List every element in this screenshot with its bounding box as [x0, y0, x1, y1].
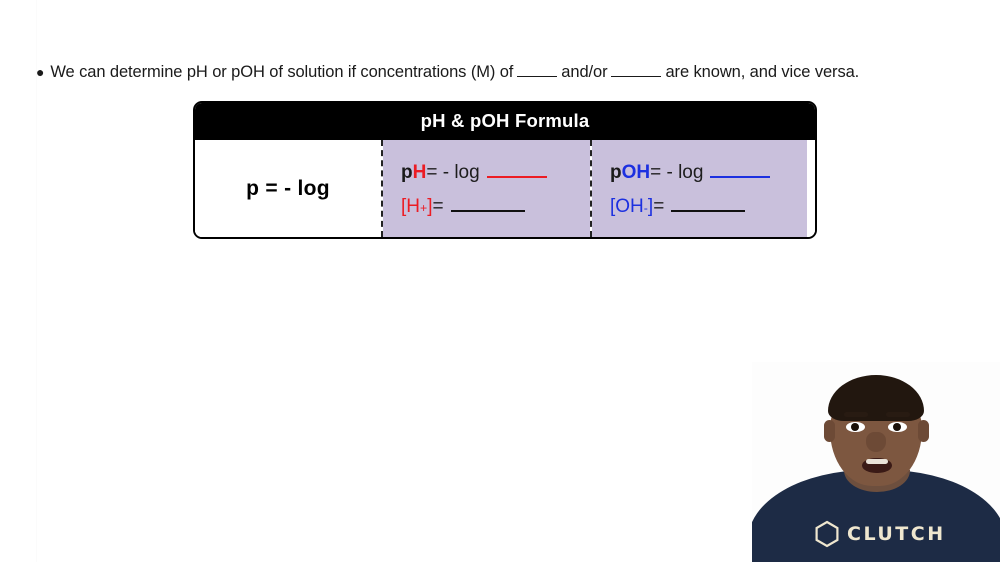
bullet-text-line: ● We can determine pH or pOH of solution… [36, 62, 966, 82]
hexagon-icon [815, 520, 839, 548]
general-formula-text: p = - log [246, 176, 330, 200]
poh-operator: = - log [650, 162, 704, 183]
instructor-video-overlay[interactable]: CLUTCH [752, 362, 1000, 562]
h-bracket-close: ] [427, 196, 433, 218]
ph-operator: = - log [426, 162, 480, 183]
h-blank [450, 195, 525, 213]
clutch-logo: CLUTCH [814, 520, 946, 548]
oh-concentration-row: [OH -] = [610, 195, 807, 216]
instructor-eyebrow-left [844, 412, 868, 417]
slide-edge-line [36, 0, 37, 562]
column-divider-right [590, 140, 592, 237]
instructor-ear-left [824, 420, 835, 442]
bullet-marker-icon: ● [36, 63, 45, 80]
ph-species: H [412, 162, 427, 183]
bullet-text-part-1: We can determine pH or pOH of solution i… [50, 62, 514, 81]
poh-blank [710, 161, 771, 178]
oh-blank [671, 195, 746, 213]
instructor-nose [866, 432, 886, 452]
column-divider-left [381, 140, 383, 237]
poh-prefix: p [610, 162, 622, 183]
bullet-blank-1 [517, 62, 558, 77]
h-concentration-row: [H +] = [401, 195, 590, 216]
bullet-text-part-2: and/or [561, 62, 608, 81]
instructor-ear-right [918, 420, 929, 442]
h-bracket-open: [H [401, 196, 420, 218]
instructor-eye-left [846, 422, 865, 432]
ph-blank [486, 161, 547, 178]
bullet-blank-2 [611, 62, 662, 77]
poh-species: OH [621, 162, 651, 183]
oh-bracket-close: ] [647, 196, 654, 218]
instructor-teeth [866, 459, 888, 464]
instructor-eye-right [888, 422, 907, 432]
ph-prefix: p [401, 162, 413, 183]
oh-operator: = [653, 196, 665, 218]
table-cell-poh: p OH = - log [OH -] = [592, 140, 807, 237]
clutch-wordmark: CLUTCH [847, 523, 946, 545]
oh-bracket-open: [OH [610, 196, 644, 218]
table-cell-general-formula: p = - log [195, 140, 381, 237]
instructor-mouth [862, 458, 892, 473]
instructor-pupil-left [851, 423, 859, 431]
bullet-text-part-3: are known, and vice versa. [665, 62, 860, 81]
instructor-eyebrow-right [886, 412, 910, 417]
poh-formula-row: p OH = - log [610, 161, 807, 182]
h-operator: = [432, 196, 444, 218]
table-title: pH & pOH Formula [195, 103, 815, 140]
instructor-pupil-right [893, 423, 901, 431]
